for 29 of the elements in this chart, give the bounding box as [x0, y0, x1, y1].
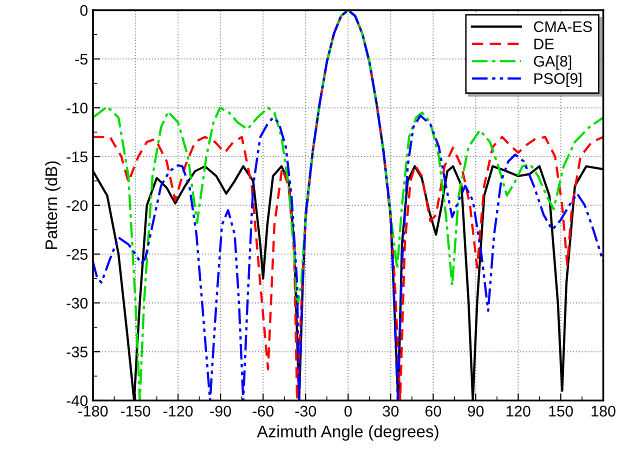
x-tick-label: -180: [78, 406, 108, 417]
y-tick-label: 0: [80, 5, 88, 16]
x-tick-label: 0: [344, 406, 352, 417]
line-series: [93, 10, 604, 400]
y-tick-label: -25: [66, 248, 88, 260]
y-tick-label: -5: [75, 54, 88, 65]
y-tick-label: -40: [66, 395, 88, 406]
legend-label: GA[8]: [534, 55, 572, 70]
y-tick-label: -10: [66, 102, 88, 114]
x-tick-label: -30: [295, 406, 316, 417]
x-tick-label: -150: [120, 406, 150, 417]
y-tick-label: -30: [66, 298, 88, 309]
x-tick-label: 90: [468, 406, 484, 417]
legend-label: CMA-ES: [534, 21, 592, 32]
x-tick-label: -60: [252, 406, 274, 417]
legend-label: PSO[9]: [534, 72, 582, 88]
y-axis-title: Pattern (dB): [44, 161, 60, 249]
y-tick-label: -35: [66, 346, 88, 358]
x-tick-label: 60: [425, 406, 442, 417]
y-tick-label: -20: [66, 200, 88, 212]
x-tick-label: -90: [210, 406, 232, 417]
x-tick-label: 120: [506, 406, 530, 417]
x-tick-label: 30: [382, 406, 399, 417]
legend-label: DE: [534, 38, 554, 50]
x-tick-label: 150: [549, 406, 573, 417]
x-axis-title: Azimuth Angle (degrees): [256, 425, 438, 441]
x-tick-label: -120: [163, 406, 193, 417]
x-tick-label: 180: [592, 406, 616, 417]
y-tick-label: -15: [66, 152, 88, 162]
